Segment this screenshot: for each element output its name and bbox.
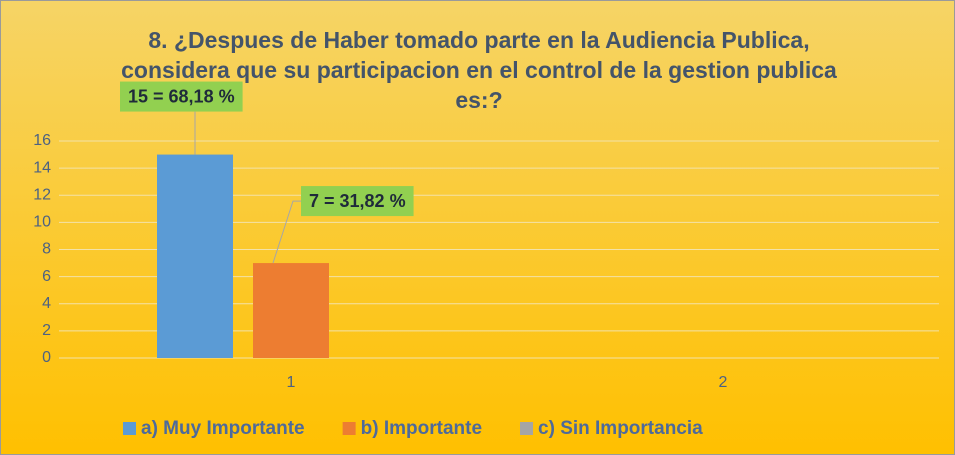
y-tick-label: 2	[42, 322, 51, 339]
leader-line	[272, 200, 301, 264]
y-tick-label: 8	[42, 241, 51, 258]
legend-label: a) Muy Importante	[141, 418, 305, 439]
legend-swatch	[520, 422, 534, 435]
legend-label: b) Importante	[361, 418, 482, 439]
y-tick-label: 12	[33, 186, 51, 203]
data-label-box	[120, 81, 243, 112]
y-tick-label: 4	[42, 295, 51, 312]
legend-swatch	[123, 422, 136, 435]
legend-label: c) Sin Importancia	[538, 418, 703, 439]
legend-swatch	[342, 422, 356, 435]
data-label-box	[301, 186, 414, 217]
y-tick-label: 14	[33, 159, 51, 176]
x-tick-label: 2	[719, 374, 728, 391]
y-tick-label: 10	[33, 214, 51, 231]
bar	[253, 263, 329, 358]
data-label: 7 = 31,82 %	[309, 191, 406, 211]
chart-title: 8. ¿Despues de Haber tomado parte en la …	[121, 27, 837, 113]
data-label: 15 = 68,18 %	[128, 86, 235, 106]
y-tick-label: 0	[42, 349, 51, 366]
y-tick-label: 6	[42, 268, 51, 285]
x-tick-label: 1	[287, 374, 296, 391]
y-tick-label: 16	[33, 132, 51, 149]
bar	[157, 154, 233, 358]
